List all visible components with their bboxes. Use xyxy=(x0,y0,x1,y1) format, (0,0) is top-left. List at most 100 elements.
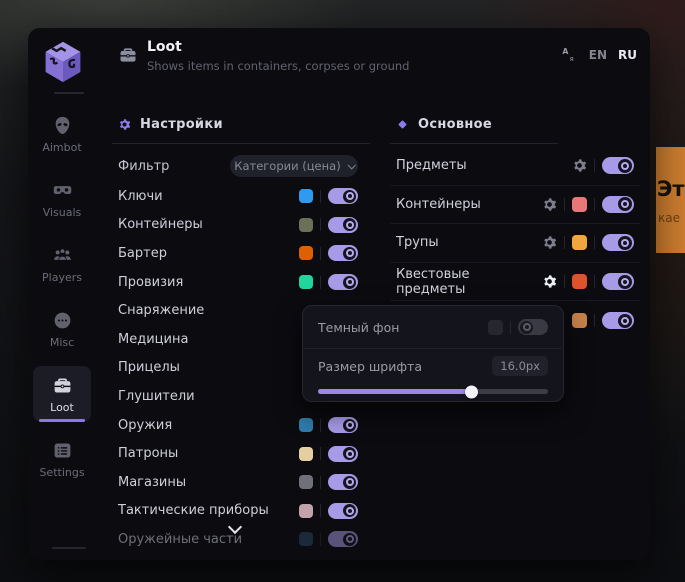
toggle[interactable] xyxy=(328,502,358,519)
color-swatch[interactable] xyxy=(299,446,313,461)
toggle[interactable] xyxy=(602,312,634,330)
toggle-knob xyxy=(343,504,356,518)
sidebar-item-visuals[interactable]: Visuals xyxy=(33,171,91,227)
sidebar-item-label: Misc xyxy=(49,335,75,349)
dark-background-toggle[interactable] xyxy=(518,319,548,335)
sidebar-item-loot[interactable]: Loot xyxy=(33,366,91,422)
settings-panel-header: Настройки xyxy=(112,114,370,134)
sidebar-item-label: Aimbot xyxy=(42,140,82,154)
divider xyxy=(320,475,321,489)
row-label: Ключи xyxy=(118,188,163,204)
list-item-weapons: Оружия xyxy=(112,411,370,440)
list-item-items: Предметы xyxy=(390,147,640,186)
list-item-gear: Снаряжение xyxy=(112,296,370,325)
divider xyxy=(510,320,511,334)
list-item-keys: Ключи xyxy=(112,182,370,211)
sidebar-item-label: Visuals xyxy=(42,205,82,219)
loot-category-list: Ключи Контейнеры Бартер Провизия xyxy=(112,182,370,554)
list-item-weapon-parts: Оружейные части xyxy=(112,525,370,554)
slider-knob[interactable] xyxy=(465,385,479,398)
toggle[interactable] xyxy=(328,417,358,434)
color-swatch[interactable] xyxy=(572,235,587,251)
gear-icon[interactable] xyxy=(542,235,557,250)
toggle[interactable] xyxy=(328,245,358,262)
filter-selected-value: Категории (цена) xyxy=(234,159,341,173)
list-item-containers: Контейнеры xyxy=(112,211,370,240)
toggle[interactable] xyxy=(602,157,634,175)
row-label: Медицина xyxy=(118,331,189,347)
list-item-magazines: Магазины xyxy=(112,468,370,497)
toggle-knob xyxy=(520,320,533,334)
toggle-knob xyxy=(343,532,356,546)
row-label: Тактические приборы xyxy=(118,503,269,519)
font-size-slider[interactable] xyxy=(318,385,548,398)
sidebar-item-aimbot[interactable]: Aimbot xyxy=(33,106,91,162)
color-swatch[interactable] xyxy=(299,217,313,232)
color-swatch[interactable] xyxy=(572,313,587,329)
lang-en-button[interactable]: EN xyxy=(588,47,608,62)
row-label: Снаряжение xyxy=(118,303,205,319)
page-subtitle: Shows items in containers, corpses or gr… xyxy=(147,59,410,73)
settings-panel: Настройки Фильтр Категории (цена) Ключи … xyxy=(112,114,370,554)
gear-icon[interactable] xyxy=(542,274,557,289)
toggle-knob xyxy=(343,447,356,461)
banner-text-line2: кае xyxy=(658,210,680,225)
sidebar-bottom-divider xyxy=(52,547,86,549)
list-item-tactical-devices: Тактические приборы xyxy=(112,497,370,526)
color-swatch[interactable] xyxy=(299,246,313,261)
divider xyxy=(594,314,595,328)
divider xyxy=(320,447,321,461)
row-label: Предметы xyxy=(396,158,467,174)
sidebar-item-label: Settings xyxy=(39,465,85,479)
row-label: Контейнеры xyxy=(396,196,481,212)
toggle[interactable] xyxy=(602,273,634,291)
divider xyxy=(594,197,595,211)
toggle[interactable] xyxy=(328,445,358,462)
toggle[interactable] xyxy=(328,531,358,548)
sidebar-item-misc[interactable]: Misc xyxy=(33,301,91,357)
toggle-knob xyxy=(343,475,356,489)
row-label: Оружия xyxy=(118,417,173,433)
row-label: Магазины xyxy=(118,474,187,490)
toggle[interactable] xyxy=(602,234,634,252)
row-label: Квестовые предметы xyxy=(396,266,470,297)
gear-icon xyxy=(118,118,131,131)
color-swatch[interactable] xyxy=(299,189,313,204)
color-swatch[interactable] xyxy=(299,418,313,433)
toggle[interactable] xyxy=(328,216,358,233)
scroll-down-chevron-icon[interactable] xyxy=(228,522,242,532)
gear-icon[interactable] xyxy=(542,197,557,212)
filter-category-select[interactable]: Категории (цена) xyxy=(230,155,358,177)
color-swatch[interactable] xyxy=(572,274,587,290)
toggle[interactable] xyxy=(328,188,358,205)
divider xyxy=(320,275,321,289)
color-swatch[interactable] xyxy=(299,475,313,490)
color-swatch[interactable] xyxy=(299,275,313,290)
divider xyxy=(320,218,321,232)
color-swatch[interactable] xyxy=(299,503,313,518)
toggle-knob xyxy=(618,158,632,173)
color-swatch[interactable] xyxy=(488,319,503,335)
sidebar: Aimbot Visuals Players Misc Loot Setting… xyxy=(28,28,96,560)
toggle[interactable] xyxy=(602,195,634,213)
sidebar-item-settings[interactable]: Settings xyxy=(33,431,91,487)
sidebar-item-players[interactable]: Players xyxy=(33,236,91,292)
toggle[interactable] xyxy=(328,274,358,291)
gear-icon[interactable] xyxy=(572,158,587,173)
divider xyxy=(594,159,595,173)
divider xyxy=(564,197,565,211)
list-item-silencers: Глушители xyxy=(112,382,370,411)
lang-ru-button[interactable]: RU xyxy=(618,47,637,62)
quest-item-settings-popup: Темный фон Размер шрифта 16.0px xyxy=(302,305,564,402)
color-swatch[interactable] xyxy=(572,196,587,212)
main-options-list: Предметы Контейнеры Трупы xyxy=(390,147,640,340)
main-panel: Основное Предметы Контейнеры Трупы xyxy=(390,114,640,340)
sidebar-item-label: Players xyxy=(42,270,82,284)
briefcase-icon xyxy=(52,375,73,396)
font-size-value-badge: 16.0px xyxy=(492,356,548,376)
toggle[interactable] xyxy=(328,474,358,491)
slider-fill xyxy=(318,385,479,398)
color-swatch[interactable] xyxy=(299,532,313,547)
toggle-knob xyxy=(343,246,356,260)
sidebar-item-label: Loot xyxy=(50,400,74,414)
